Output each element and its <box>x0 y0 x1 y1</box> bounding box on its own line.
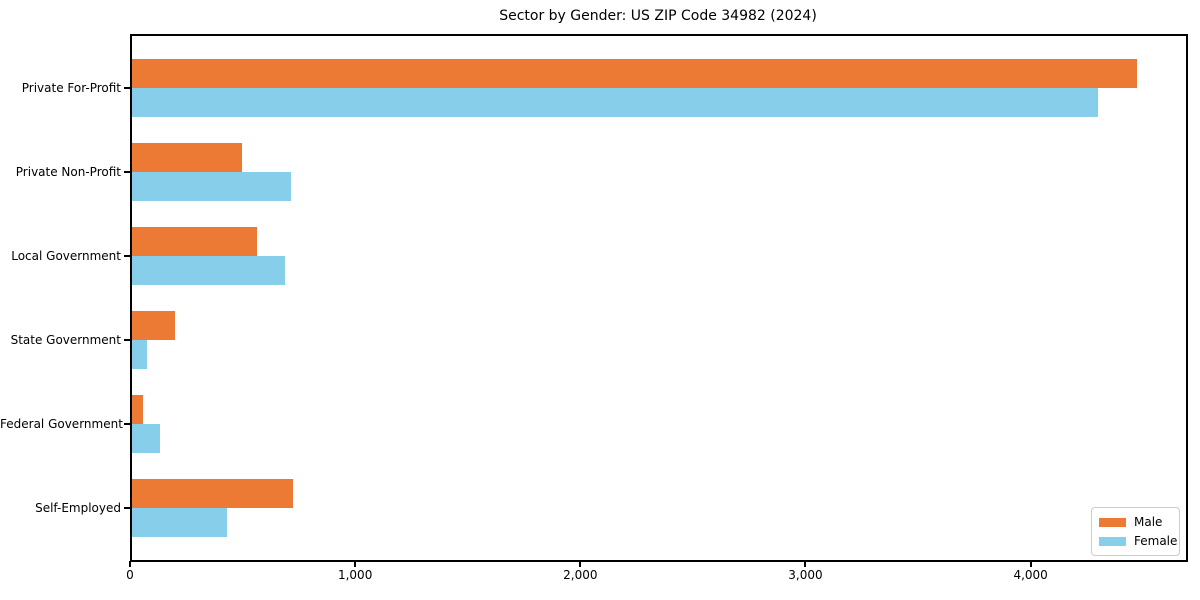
legend-item-female: Female <box>1099 534 1179 548</box>
female-series-swatch <box>1099 536 1126 546</box>
bar-female-local-government <box>132 256 285 285</box>
y-tick-mark <box>124 87 130 89</box>
x-tick-label: 3,000 <box>788 568 823 582</box>
bar-male-state-government <box>132 311 175 340</box>
bar-female-self-employed <box>132 508 227 537</box>
y-tick-label: Self-Employed <box>35 501 121 515</box>
x-tick-label: 2,000 <box>563 568 598 582</box>
plot-area <box>130 34 1188 562</box>
bar-female-private-non-profit <box>132 172 291 201</box>
bar-female-private-for-profit <box>132 88 1098 117</box>
y-tick-mark <box>124 171 130 173</box>
legend-label-male: Male <box>1134 515 1163 529</box>
y-tick-label: Private For-Profit <box>21 81 121 95</box>
bar-male-local-government <box>132 227 257 256</box>
bar-male-private-non-profit <box>132 143 242 172</box>
y-tick-mark <box>124 339 130 341</box>
x-tick-mark <box>1029 561 1032 567</box>
bar-male-federal-government <box>132 395 143 424</box>
x-tick-mark <box>129 561 131 567</box>
x-tick-label: 1,000 <box>337 568 373 582</box>
bar-female-state-government <box>132 340 147 369</box>
male-series-swatch <box>1099 517 1126 527</box>
bar-male-self-employed <box>132 479 293 508</box>
x-tick-mark <box>804 561 807 567</box>
legend-item-male: Male <box>1099 515 1179 529</box>
legend: Male Female <box>1091 507 1180 556</box>
y-tick-mark <box>124 507 130 509</box>
x-tick-mark <box>354 561 357 567</box>
chart-title: Sector by Gender: US ZIP Code 34982 (202… <box>499 8 817 24</box>
y-tick-mark <box>124 255 130 257</box>
bar-female-federal-government <box>132 424 160 453</box>
bar-male-private-for-profit <box>132 59 1137 88</box>
x-tick-mark <box>579 561 582 567</box>
x-tick-label: 0 <box>126 568 134 582</box>
legend-label-female: Female <box>1134 534 1178 548</box>
y-tick-label: State Government <box>10 333 121 347</box>
y-tick-label: Federal Government <box>0 417 123 431</box>
y-tick-mark <box>124 423 130 425</box>
y-tick-label: Local Government <box>11 249 121 263</box>
x-tick-label: 4,000 <box>1013 568 1048 582</box>
y-tick-label: Private Non-Profit <box>15 165 121 179</box>
